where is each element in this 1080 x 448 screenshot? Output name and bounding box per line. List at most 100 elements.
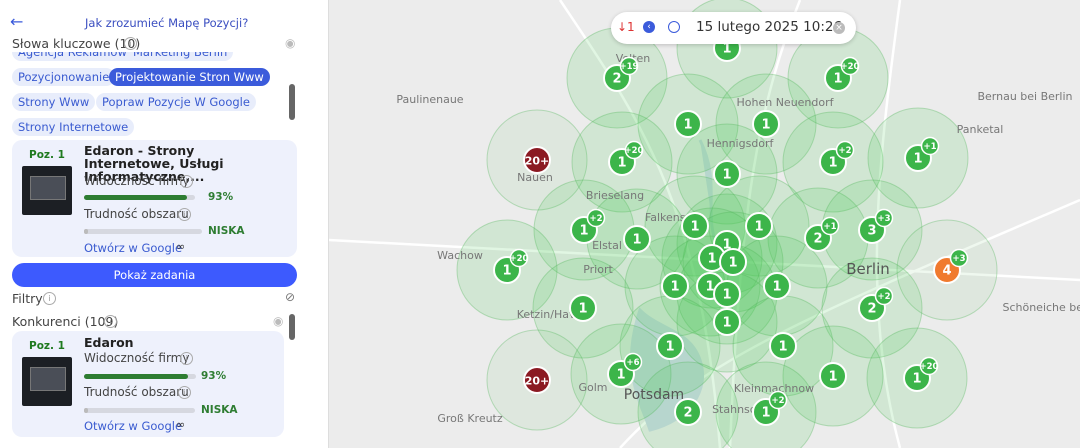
back-button[interactable]: ← xyxy=(10,12,24,31)
keyword-tag[interactable]: Pozycjonowanie xyxy=(12,68,116,86)
map-marker[interactable]: 3+3 xyxy=(858,208,894,244)
marker-dot xyxy=(523,146,551,174)
marker-label: 2 xyxy=(867,302,876,317)
marker-label: 1 xyxy=(502,264,511,279)
marker-label: 20+ xyxy=(525,155,550,168)
keyword-tag[interactable]: Marketing Berlin xyxy=(127,52,234,61)
place-label: Panketal xyxy=(957,123,1004,136)
filters-heading[interactable]: Filtry xyxy=(12,291,43,306)
map-marker[interactable]: 1+2 xyxy=(819,140,855,176)
place-label: Nauen xyxy=(517,171,553,184)
keyword-tag[interactable]: Popraw Pozycje W Google xyxy=(96,93,256,111)
clear-button[interactable]: × xyxy=(833,22,845,34)
map-marker[interactable]: 1 xyxy=(763,272,791,300)
scrollbar[interactable] xyxy=(289,84,295,120)
map-marker[interactable]: 1+20 xyxy=(493,248,529,284)
keyword-tag[interactable]: Strony Internetowe xyxy=(12,118,135,136)
marker-badge: +1 xyxy=(823,222,836,232)
map-marker[interactable]: 1+1 xyxy=(904,136,940,172)
map-marker[interactable]: 1 xyxy=(745,212,773,240)
info-icon[interactable]: i xyxy=(43,292,56,305)
position-badge: Poz. 1 xyxy=(29,340,65,352)
map-marker[interactable]: 1+6 xyxy=(607,352,643,388)
marker-label: 1 xyxy=(778,340,787,355)
map-marker[interactable]: 4+3 xyxy=(933,248,969,284)
tasks-button[interactable]: Pokaż zadania xyxy=(12,263,297,287)
map-marker[interactable]: 1 xyxy=(681,212,709,240)
marker-label: 1 xyxy=(828,370,837,385)
badge-dot xyxy=(840,56,860,76)
thumbnail xyxy=(22,357,72,406)
badge-dot xyxy=(874,286,894,306)
eye-icon[interactable]: ◉ xyxy=(273,314,284,328)
map-marker[interactable]: 1+20 xyxy=(903,356,939,392)
keyword-tag[interactable]: Projektowanie Stron Www xyxy=(109,68,270,86)
competitors-heading: Konkurenci (109) xyxy=(12,314,119,329)
map-marker[interactable]: 1 xyxy=(769,332,797,360)
map-marker[interactable]: 1 xyxy=(752,110,780,138)
map-marker[interactable]: 1+2 xyxy=(752,390,788,426)
marker-badge: +20 xyxy=(920,362,939,372)
map-marker[interactable]: 1 xyxy=(674,110,702,138)
marker-label: 1 xyxy=(578,302,587,317)
map-marker[interactable]: 1 xyxy=(719,248,747,276)
keyword-tag[interactable]: Strony Www xyxy=(12,93,96,111)
visibility-track xyxy=(84,195,195,200)
marker-label: 2 xyxy=(683,406,692,421)
place-label: Brieselang xyxy=(586,189,644,202)
scrollbar[interactable] xyxy=(289,314,295,340)
rank-change: ↓1 xyxy=(617,20,635,34)
map-marker[interactable]: 1 xyxy=(656,332,684,360)
place-label: Berlin xyxy=(846,260,890,278)
difficulty-value: NISKA xyxy=(201,404,238,416)
map-marker[interactable]: 20+ xyxy=(523,146,551,174)
map-marker[interactable]: 1 xyxy=(713,280,741,308)
map-marker[interactable]: 1+20 xyxy=(608,140,644,176)
marker-label: 1 xyxy=(722,316,731,331)
badge-dot xyxy=(835,140,855,160)
map-marker[interactable]: 1 xyxy=(713,160,741,188)
marker-dot xyxy=(769,332,797,360)
map-marker[interactable]: 2+2 xyxy=(858,286,894,322)
position-badge: Poz. 1 xyxy=(29,149,65,161)
difficulty-track xyxy=(84,229,202,234)
link-icon[interactable]: ∞ xyxy=(176,418,186,431)
map-marker[interactable]: 1 xyxy=(623,225,651,253)
info-icon[interactable]: i xyxy=(180,352,193,365)
badge-dot xyxy=(874,208,894,228)
eye-icon[interactable]: ◉ xyxy=(285,36,296,50)
info-icon[interactable]: i xyxy=(104,315,117,328)
map-marker[interactable]: 1+2 xyxy=(570,208,606,244)
google-link[interactable]: Otwórz w Google xyxy=(84,241,183,255)
map-marker[interactable]: 2 xyxy=(674,398,702,426)
info-icon[interactable]: i xyxy=(124,37,137,50)
marker-dot xyxy=(681,212,709,240)
map-marker[interactable]: 1 xyxy=(661,272,689,300)
info-icon[interactable]: i xyxy=(180,175,193,188)
help-link[interactable]: Jak zrozumieć Mapę Pozycji? xyxy=(85,16,249,30)
marker-dot xyxy=(713,160,741,188)
place-label: Paulinenaue xyxy=(396,93,463,106)
badge-dot xyxy=(619,56,639,76)
history-icon[interactable] xyxy=(668,21,680,33)
map-marker[interactable]: 2+1 xyxy=(804,216,840,252)
map-marker[interactable]: 1+20 xyxy=(824,56,860,92)
marker-badge: +20 xyxy=(841,62,860,72)
map-marker[interactable]: 20+ xyxy=(523,366,551,394)
link-icon[interactable]: ∞ xyxy=(176,240,186,253)
info-icon[interactable]: i xyxy=(178,208,191,221)
map-marker[interactable]: 1 xyxy=(819,362,847,390)
badge-dot xyxy=(768,390,788,410)
side-panel: ← Jak zrozumieć Mapę Pozycji? Agencja Re… xyxy=(0,0,329,448)
keyword-tag[interactable]: Agencja Reklamowa xyxy=(12,52,140,61)
map-marker[interactable]: 1 xyxy=(713,308,741,336)
google-link[interactable]: Otwórz w Google xyxy=(84,419,183,433)
marker-dot xyxy=(656,332,684,360)
map-marker[interactable]: 1 xyxy=(569,294,597,322)
info-icon[interactable]: i xyxy=(178,386,191,399)
prev-button[interactable]: ‹ xyxy=(643,21,655,33)
visibility-bar xyxy=(84,374,189,379)
eye-off-icon[interactable]: ⊘ xyxy=(285,290,296,304)
map-marker[interactable]: 2+19 xyxy=(603,56,639,92)
